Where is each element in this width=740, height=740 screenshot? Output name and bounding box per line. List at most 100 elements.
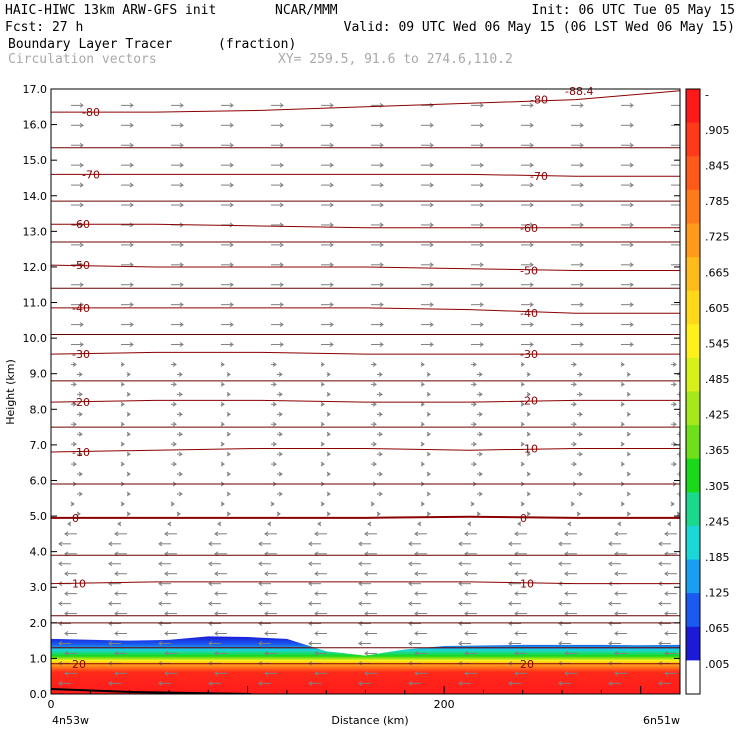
vector-arrowhead [79,182,84,188]
vector-arrowhead [214,591,219,597]
vector-arrowhead [579,302,584,308]
y-tick-label: 15.0 [23,154,48,167]
vector-arrowhead [608,561,613,567]
vector-arrowhead [264,611,269,616]
vector-arrowhead [620,381,625,387]
vector-arrowhead [120,381,125,387]
vector-arrowhead [264,591,269,597]
colorbar-label: .665 [705,266,730,279]
vector-arrowhead [479,222,484,228]
vector-arrowhead [320,501,325,507]
vector-arrowhead [358,680,363,686]
vector-arrowhead [79,142,84,148]
vector-arrowhead [326,372,331,377]
vector-arrowhead [178,391,183,397]
vector-arrowhead [614,571,619,577]
vector-arrowhead [364,631,369,636]
isotherm-line [51,447,680,453]
vector-arrowhead [226,391,231,397]
vector-arrowhead [667,521,672,527]
vector-arrowhead [514,670,519,676]
vector-arrowhead [220,461,225,467]
vector-arrowhead [579,182,584,188]
vector-arrowhead [79,342,84,347]
vector-arrowhead [164,651,169,656]
vector-arrowhead [417,521,422,527]
vector-arrowhead [108,680,113,686]
vector-arrowhead [529,322,534,328]
vector-arrowhead [429,222,434,228]
vector-arrowhead [179,182,184,188]
y-tick-label: 12.0 [23,261,48,274]
vector-arrowhead [58,561,63,567]
colorbar-swatch [686,425,700,460]
vector-arrowhead [620,421,625,427]
vector-arrowhead [264,571,269,577]
vector-arrowhead [517,521,522,527]
vector-arrowhead [579,122,584,128]
x-tick-label: 0 [48,698,55,711]
vector-arrowhead [320,381,325,387]
vector-arrowhead [114,611,119,616]
vector-arrowhead [567,521,572,527]
vector-arrowhead [258,641,263,646]
vector-arrowhead [158,541,163,547]
vector-arrowhead [608,621,613,626]
colorbar-label: .785 [705,195,730,208]
vector-arrowhead [472,362,477,367]
vector-arrowhead [329,282,334,288]
isotherm-label: 10 [520,578,534,591]
vector-arrowhead [314,571,319,577]
vector-arrowhead [220,501,225,507]
vector-arrowhead [320,401,325,407]
vector-arrowhead [579,282,584,288]
vector-arrowhead [472,381,477,387]
vector-arrowhead [126,511,131,517]
vector-arrowhead [108,561,113,567]
isotherm-line [51,264,680,271]
vector-arrowhead [579,262,584,268]
vector-arrowhead [329,262,334,268]
isotherm-label: 0 [72,512,79,525]
vector-arrowhead [226,431,231,437]
vector-arrowhead [164,670,169,676]
isotherm-label-top: -88.4 [565,85,593,98]
isotherm-label: -20 [72,396,90,409]
vector-arrowhead [258,561,263,567]
vector-arrowhead [358,601,363,607]
vector-arrowhead [558,601,563,607]
vector-arrowhead [479,282,484,288]
isotherm-label: -30 [72,348,90,361]
vector-arrowhead [326,431,331,437]
vector-arrowhead [208,541,213,547]
vector-arrowhead [529,182,534,188]
vector-arrowhead [526,372,531,377]
colorbar-swatch [686,324,700,359]
x-tick-label: 200 [434,698,455,711]
vector-arrowhead [229,142,234,148]
vector-arrowhead [579,202,584,208]
vector-arrowhead [620,501,625,507]
isotherm-label: -40 [72,302,90,315]
vector-arrowhead [672,461,677,467]
vector-arrowhead [478,411,483,417]
isotherm-label: 10 [72,578,86,591]
vector-arrowhead [279,342,284,347]
y-tick-label: 3.0 [30,581,48,594]
vector-arrowhead [508,621,513,626]
vector-arrowhead [208,641,213,646]
field-units: (fraction) [218,37,296,52]
vector-arrowhead [514,631,519,636]
vector-arrowhead [226,451,231,457]
vector-arrowhead [564,611,569,616]
vector-arrowhead [578,391,583,397]
vector-arrowhead [172,461,177,467]
vector-arrowhead [279,162,284,168]
vector-arrowhead [608,541,613,547]
isotherm-label: -10 [520,442,538,455]
vector-arrowhead [364,571,369,577]
vector-arrowhead [179,262,184,268]
vector-arrowhead [664,611,669,616]
vector-arrowhead [520,362,525,367]
xy-coords: XY= 259.5, 91.6 to 274.6,110.2 [278,52,513,67]
